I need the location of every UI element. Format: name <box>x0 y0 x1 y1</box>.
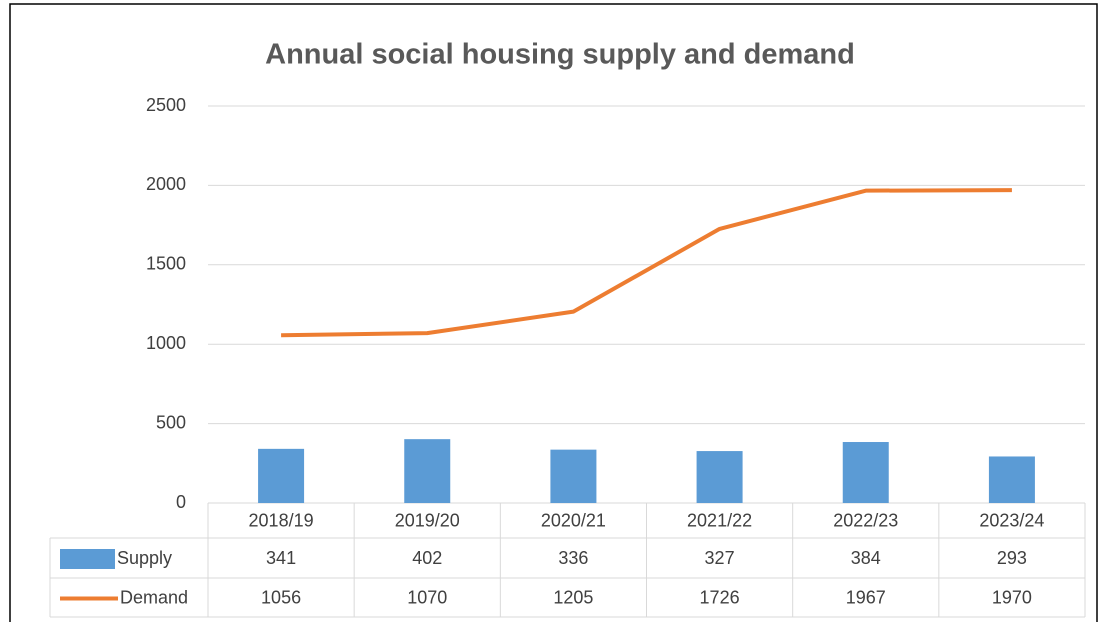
table-value: 293 <box>997 548 1027 568</box>
table-value: 1070 <box>407 587 447 607</box>
y-tick-label: 0 <box>176 492 186 512</box>
legend-label: Demand <box>120 587 188 607</box>
bar <box>258 448 305 503</box>
x-tick-label: 2021/22 <box>687 510 752 530</box>
table-value: 1056 <box>261 587 301 607</box>
table-value: 1967 <box>846 587 886 607</box>
legend-key <box>60 549 115 569</box>
table-value: 336 <box>558 548 588 568</box>
y-tick-label: 1000 <box>146 333 186 353</box>
y-tick-label: 2500 <box>146 95 186 115</box>
table-value: 1970 <box>992 587 1032 607</box>
table-value: 341 <box>266 548 296 568</box>
y-tick-label: 500 <box>156 412 186 432</box>
x-tick-label: 2018/19 <box>249 510 314 530</box>
x-tick-label: 2020/21 <box>541 510 606 530</box>
bar <box>550 449 597 503</box>
table-value: 1726 <box>700 587 740 607</box>
bar <box>988 456 1035 503</box>
chart-title: Annual social housing supply and demand <box>265 39 855 71</box>
table-value: 1205 <box>553 587 593 607</box>
bar <box>404 439 451 503</box>
bar <box>842 442 889 503</box>
chart-border <box>9 3 1098 622</box>
y-tick-label: 1500 <box>146 254 186 274</box>
y-tick-label: 2000 <box>146 174 186 194</box>
legend-label: Supply <box>117 548 172 568</box>
table-value: 327 <box>705 548 735 568</box>
bar <box>696 451 743 503</box>
x-tick-label: 2023/24 <box>979 510 1044 530</box>
line <box>281 188 1012 338</box>
table-value: 384 <box>851 548 881 568</box>
x-tick-label: 2022/23 <box>833 510 898 530</box>
table-value: 402 <box>412 548 442 568</box>
x-tick-label: 2019/20 <box>395 510 460 530</box>
